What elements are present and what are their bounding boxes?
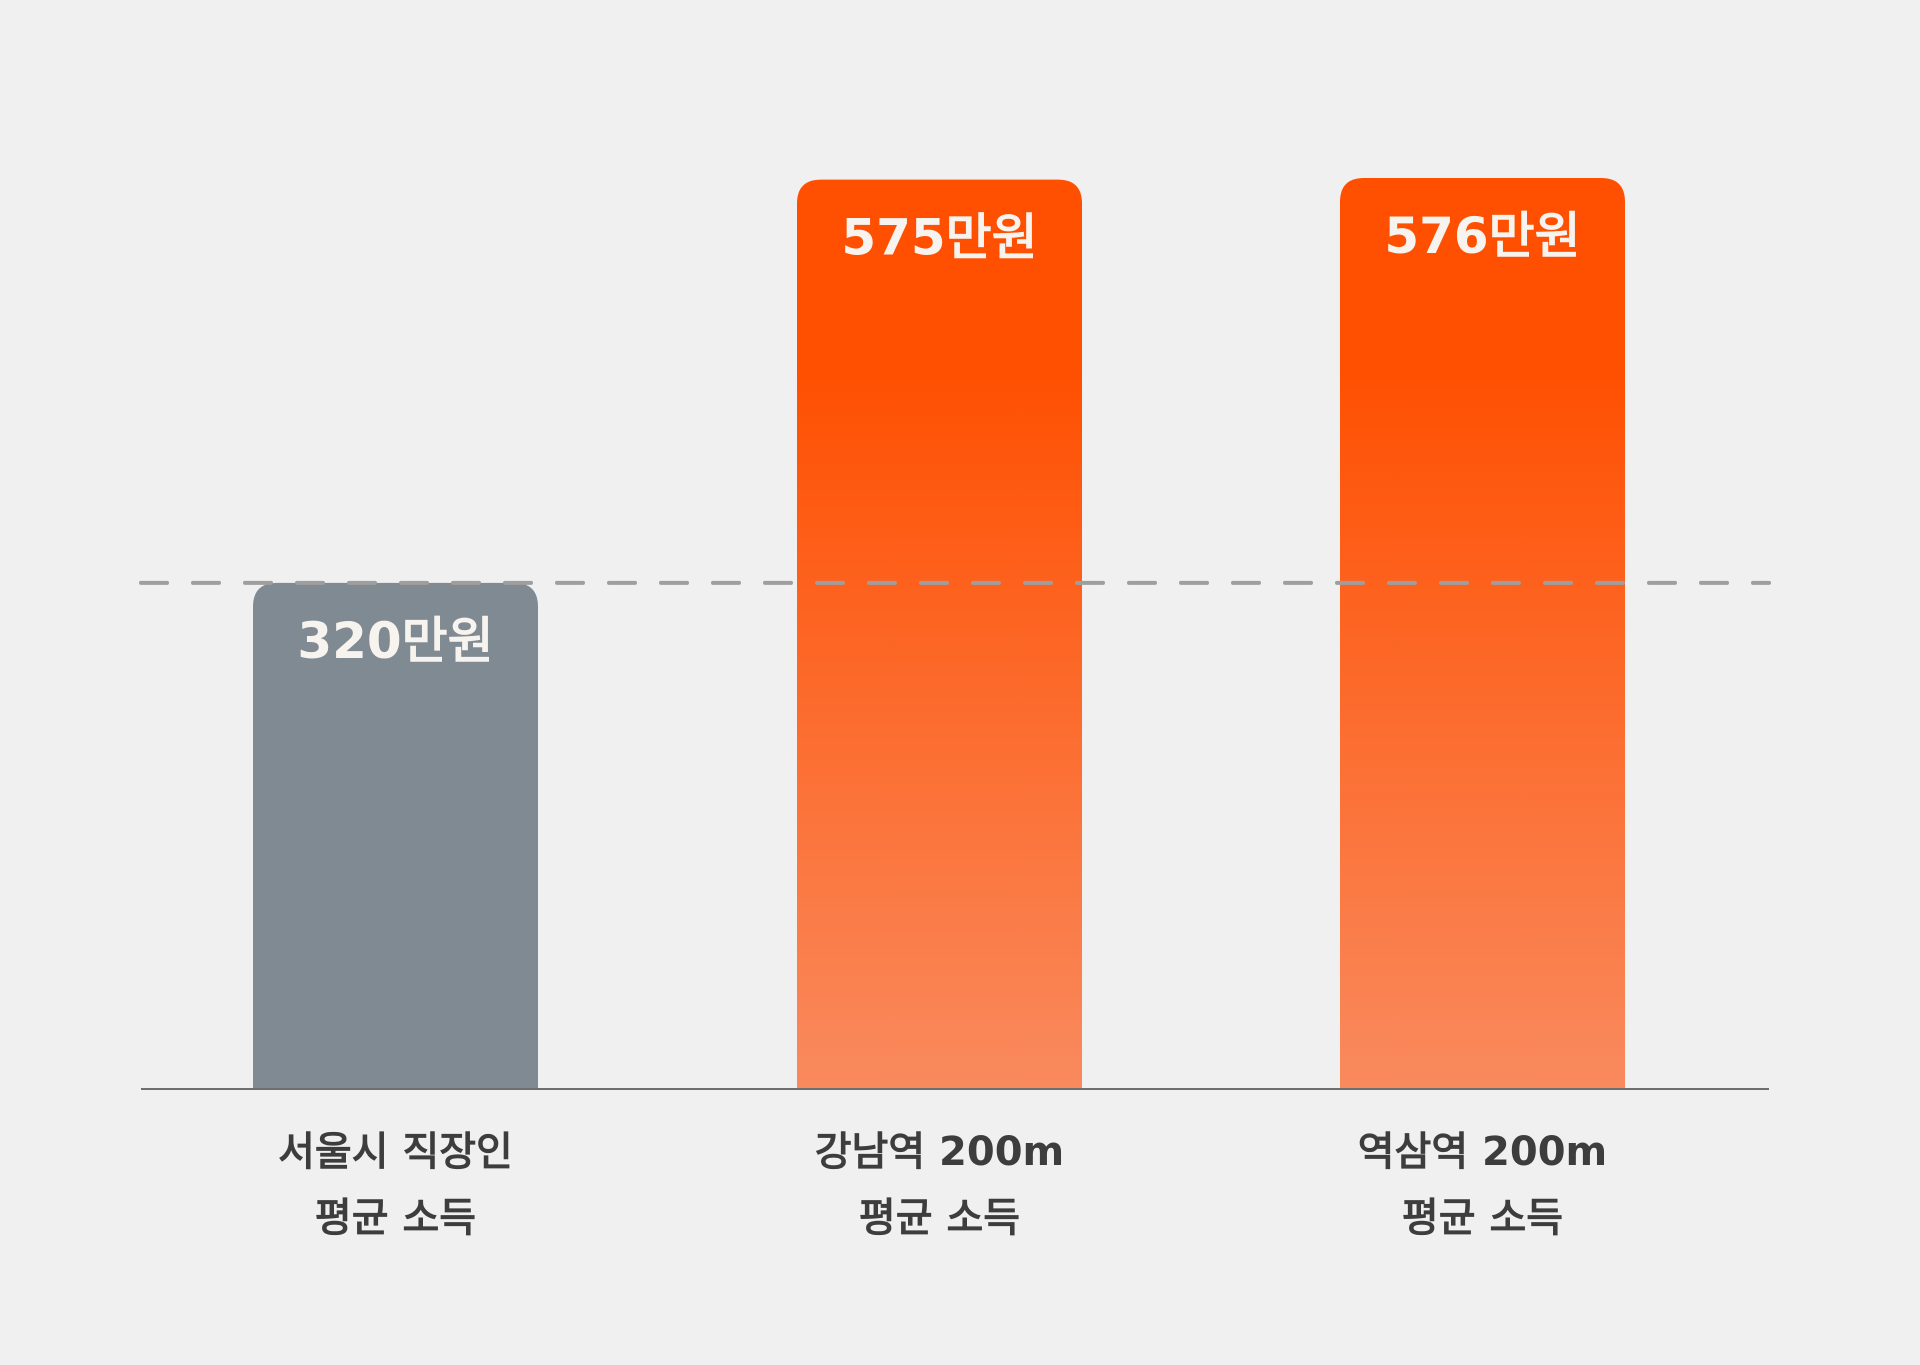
- bar-value-label-3: 576만원: [1384, 207, 1580, 265]
- category-label-2-line-1: 강남역 200m: [815, 1129, 1065, 1175]
- lines-layer: [139, 580, 1771, 1090]
- category-label-3: 역삼역 200m 평균 소득: [1358, 1129, 1608, 1241]
- category-label-2: 강남역 200m 평균 소득: [815, 1129, 1065, 1241]
- bar-1: [253, 582, 538, 1089]
- bar-value-label-1: 320만원: [297, 612, 493, 670]
- bar-value-label-2: 575만원: [841, 209, 1037, 267]
- bars-layer: [253, 178, 1625, 1089]
- bar-2: [797, 179, 1082, 1089]
- category-label-2-line-2: 평균 소득: [859, 1195, 1020, 1241]
- category-label-1-line-2: 평균 소득: [315, 1195, 476, 1241]
- category-label-3-line-2: 평균 소득: [1402, 1195, 1563, 1241]
- category-label-3-line-1: 역삼역 200m: [1358, 1129, 1608, 1175]
- bar-3: [1340, 178, 1625, 1089]
- category-label-1-line-1: 서울시 직장인: [278, 1129, 513, 1175]
